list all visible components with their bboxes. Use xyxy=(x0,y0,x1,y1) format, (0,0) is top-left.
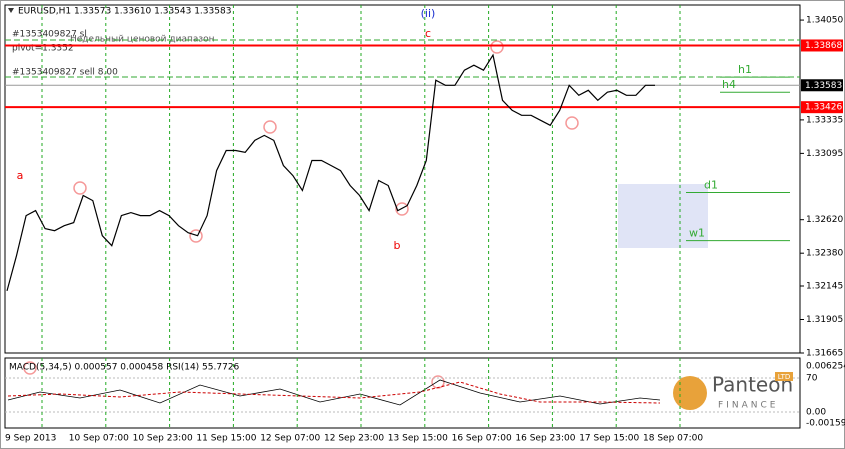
level-label: 1.33583 xyxy=(805,81,842,91)
pivot-note: pivot=1.3352 xyxy=(12,44,74,54)
logo-sub: FINANCE xyxy=(718,401,778,411)
y-tick-label: 1.32620 xyxy=(806,215,843,225)
x-tick-label: 16 Sep 07:00 xyxy=(452,434,512,444)
pivot-markers xyxy=(23,40,579,389)
x-tick-label: 12 Sep 23:00 xyxy=(324,434,384,444)
header: EURUSD,H1 1.33573 1.33610 1.33543 1.3358… xyxy=(18,7,231,17)
y-tick-label: 1.33335 xyxy=(806,115,843,125)
level-label: 1.33426 xyxy=(805,103,842,113)
timeframe-label: d1 xyxy=(704,178,718,191)
y-tick-label: 1.33095 xyxy=(806,149,843,159)
range-box xyxy=(618,184,708,248)
timeframe-label: h4 xyxy=(722,78,736,91)
wave-label: b xyxy=(394,239,401,252)
menu-arrow xyxy=(8,8,14,13)
x-tick-label: 11 Sep 15:00 xyxy=(196,434,256,444)
level-label: 1.33868 xyxy=(805,41,842,51)
x-tick-label: 9 Sep 2013 xyxy=(5,434,56,444)
timeframe-label: w1 xyxy=(689,227,705,240)
indicator-tick: 0.006254 xyxy=(806,362,845,372)
x-tick-label: 10 Sep 23:00 xyxy=(133,434,193,444)
indicator-title: MACD(5,34,5) 0.000557 0.000458 RSI(14) 5… xyxy=(9,363,240,373)
y-tick-label: 1.31665 xyxy=(806,349,843,359)
x-tick-label: 10 Sep 07:00 xyxy=(69,434,129,444)
indicator-panel xyxy=(4,357,801,429)
wave-label: (ii) xyxy=(421,7,436,20)
x-tick-label: 13 Sep 15:00 xyxy=(388,434,448,444)
logo-mark xyxy=(673,376,707,410)
level-box xyxy=(801,39,843,52)
logo-badge: LTD xyxy=(778,373,791,381)
wave-label: a xyxy=(17,169,24,182)
level-box xyxy=(801,101,843,114)
order-note: #1353409827 sell 8.00 xyxy=(12,68,118,78)
indicator-tick: 0.00 xyxy=(806,408,826,418)
indicator-tick: 70 xyxy=(806,374,818,384)
y-tick-label: 1.31905 xyxy=(806,315,843,325)
level-box xyxy=(801,79,843,92)
price-line xyxy=(6,53,655,292)
indicator-signal xyxy=(7,381,661,404)
y-tick-label: 1.32380 xyxy=(806,249,843,259)
x-tick-label: 18 Sep 07:00 xyxy=(643,434,703,444)
indicator-tick: -0.001592 xyxy=(806,419,845,429)
y-tick-label: 1.34050 xyxy=(806,16,843,26)
x-tick-label: 17 Sep 15:00 xyxy=(579,434,639,444)
indicator-line xyxy=(7,379,661,406)
order-note: #1353409827 sl xyxy=(12,30,87,40)
x-tick-label: 16 Sep 23:00 xyxy=(515,434,575,444)
x-tick-label: 12 Sep 07:00 xyxy=(260,434,320,444)
price-panel xyxy=(4,4,801,354)
timeframe-label: h1 xyxy=(738,63,752,76)
y-tick-label: 1.32145 xyxy=(806,281,843,291)
wave-label: c xyxy=(425,27,431,40)
logo-badge-bg xyxy=(775,372,793,381)
